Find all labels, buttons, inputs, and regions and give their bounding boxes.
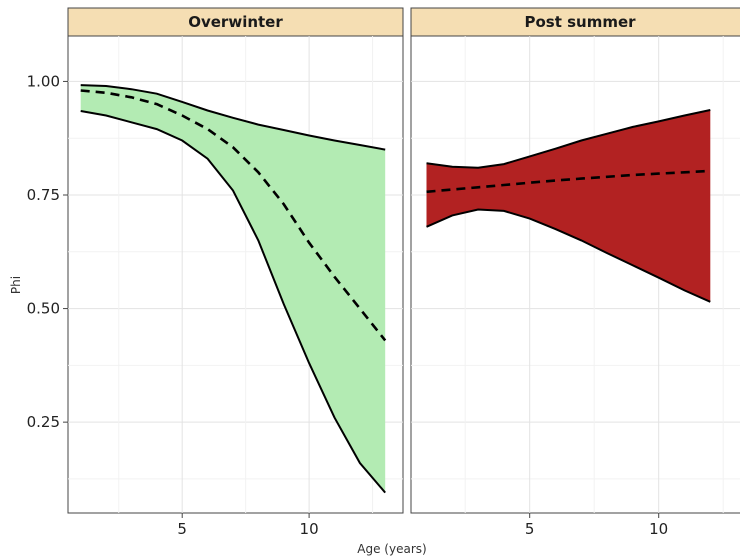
y-tick-label: 1.00 [27, 72, 60, 90]
confidence-ribbon-post-summer [426, 110, 711, 302]
y-axis-ticks: 0.25 0.50 0.75 1.00 [27, 72, 68, 431]
y-tick-label: 0.25 [27, 413, 60, 431]
x-axis-title: Age (years) [357, 542, 426, 556]
y-tick-label: 0.50 [27, 300, 60, 318]
panel-overwinter: Overwinter 5 10 [67, 7, 404, 538]
y-axis-title: Phi [9, 276, 23, 294]
panel-title-overwinter: Overwinter [188, 13, 283, 31]
y-tick-label: 0.75 [27, 186, 60, 204]
upper-bound-line-overwinter [80, 84, 386, 151]
lower-bound-line-post-summer [426, 208, 711, 303]
upper-bound-line-post-summer [426, 109, 711, 169]
x-ticks-post-summer: 5 10 [525, 513, 668, 538]
lower-bound-line-overwinter [80, 110, 386, 494]
mean-line-overwinter [80, 89, 387, 342]
x-ticks-overwinter: 5 10 [177, 513, 319, 538]
confidence-ribbon-overwinter [80, 85, 386, 493]
mean-line-post-summer [426, 169, 711, 194]
strip-background-overwinter [67, 7, 404, 37]
x-tick-label: 5 [177, 520, 187, 538]
x-tick-label: 10 [300, 520, 319, 538]
panel-post-summer: Post summer 5 10 [410, 7, 740, 538]
x-tick-label: 10 [649, 520, 668, 538]
strip-background-post-summer [410, 7, 740, 37]
x-tick-label: 5 [525, 520, 535, 538]
panel-title-post-summer: Post summer [524, 13, 636, 31]
